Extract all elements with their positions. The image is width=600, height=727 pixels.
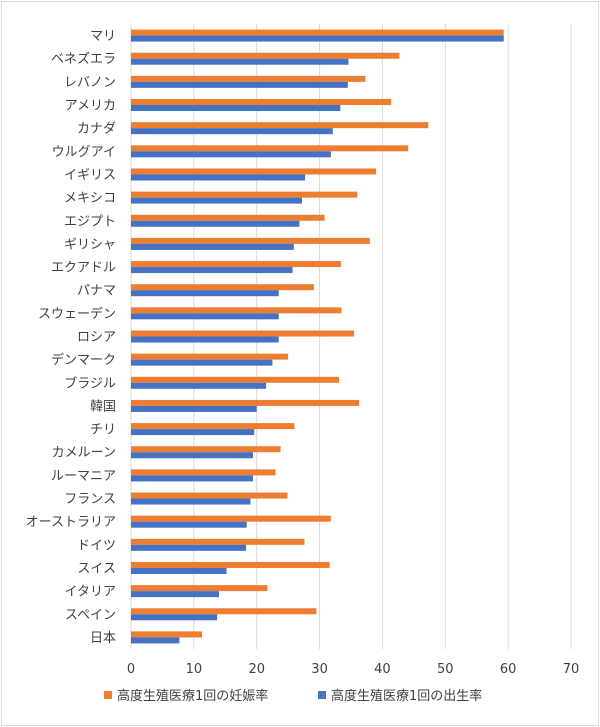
bar-birth	[131, 81, 348, 88]
category-label: 韓国	[90, 399, 116, 414]
bar-birth	[131, 521, 247, 528]
bar-pregnancy	[131, 515, 331, 522]
bars	[131, 29, 504, 644]
bar-pregnancy	[131, 75, 366, 82]
bar-birth	[131, 290, 279, 297]
category-label: マリ	[90, 29, 116, 44]
category-label: アメリカ	[65, 99, 116, 114]
bar-birth	[131, 35, 504, 42]
category-label: スイス	[77, 561, 116, 576]
bar-birth	[131, 105, 341, 112]
bar-birth	[131, 128, 333, 135]
bar-pregnancy	[131, 585, 268, 592]
bar-birth	[131, 58, 349, 65]
x-tick-label: 50	[437, 662, 454, 677]
category-label: ブラジル	[64, 375, 116, 391]
category-label: 日本	[90, 631, 116, 646]
bar-birth	[131, 429, 255, 436]
category-label: スウェーデン	[38, 306, 116, 322]
bar-pregnancy	[131, 492, 288, 499]
category-label: オーストラリア	[26, 515, 116, 530]
bar-pregnancy	[131, 538, 305, 545]
category-label: パナマ	[77, 284, 116, 299]
bar-pregnancy	[131, 29, 504, 36]
bar-pregnancy	[131, 307, 342, 314]
category-label: ドイツ	[77, 538, 116, 553]
category-label: レバノン	[64, 75, 116, 90]
legend-label-pregnancy: 高度生殖医療1回の妊娠率	[117, 688, 268, 704]
bar-pregnancy	[131, 191, 358, 198]
bar-pregnancy	[131, 237, 370, 244]
category-label: カメルーン	[52, 446, 116, 461]
x-tick-label: 0	[127, 662, 135, 677]
legend-swatch-pregnancy	[104, 691, 112, 699]
bar-birth	[131, 614, 218, 621]
bar-pregnancy	[131, 145, 409, 152]
bar-birth	[131, 591, 219, 598]
bar-pregnancy	[131, 446, 281, 453]
bar-birth	[131, 267, 293, 274]
bar-birth	[131, 174, 306, 181]
category-label: イギリス	[64, 168, 116, 183]
bar-pregnancy	[131, 608, 317, 615]
bar-pregnancy	[131, 469, 276, 476]
bar-birth	[131, 220, 300, 227]
legend-swatch-birth	[318, 691, 326, 699]
x-tick-labels: 0 10 20 30 40 50 60 70	[127, 662, 579, 677]
category-label: スペイン	[65, 608, 116, 623]
bar-pregnancy	[131, 214, 325, 221]
bar-pregnancy	[131, 376, 340, 383]
legend: 高度生殖医療1回の妊娠率 高度生殖医療1回の出生率	[104, 688, 482, 704]
bar-pregnancy	[131, 423, 295, 430]
category-label: ギリシャ	[64, 237, 116, 252]
bar-birth	[131, 382, 267, 389]
bar-pregnancy	[131, 399, 360, 406]
x-tick-label: 10	[186, 662, 203, 677]
bar-pregnancy	[131, 353, 289, 360]
category-label: デンマーク	[51, 352, 116, 368]
bar-birth	[131, 452, 253, 459]
bar-pregnancy	[131, 631, 203, 638]
bar-pregnancy	[131, 284, 314, 291]
bar-pregnancy	[131, 561, 330, 568]
bar-pregnancy	[131, 52, 400, 59]
bar-birth	[131, 498, 251, 505]
x-tick-label: 40	[374, 662, 391, 677]
category-label: フランス	[64, 492, 116, 507]
category-label: エジプト	[64, 214, 116, 229]
bar-birth	[131, 151, 331, 158]
category-label: エクアドル	[51, 261, 116, 276]
bar-birth	[131, 475, 253, 482]
x-tick-label: 60	[500, 662, 517, 677]
bar-birth	[131, 359, 273, 366]
category-label: メキシコ	[64, 191, 116, 206]
category-label: ロシア	[77, 330, 116, 345]
category-label: イタリア	[65, 585, 116, 600]
x-tick-label: 70	[563, 662, 580, 677]
bar-pregnancy	[131, 261, 341, 268]
legend-label-birth: 高度生殖医療1回の出生率	[331, 688, 482, 704]
bar-birth	[131, 197, 302, 204]
bar-pregnancy	[131, 99, 392, 106]
bar-birth	[131, 336, 279, 343]
category-label: ルーマニア	[51, 469, 116, 484]
category-label: チリ	[90, 423, 116, 438]
bar-birth	[131, 637, 180, 644]
bar-pregnancy	[131, 122, 429, 129]
bar-pregnancy	[131, 330, 355, 337]
bar-birth	[131, 544, 247, 551]
bar-pregnancy	[131, 168, 377, 175]
category-labels: マリベネズエラレバノンアメリカカナダウルグアイイギリスメキシコエジプトギリシャエ…	[26, 29, 116, 646]
bar-birth	[131, 313, 279, 320]
bar-birth	[131, 567, 227, 574]
category-label: ベネズエラ	[51, 51, 116, 67]
x-tick-label: 30	[311, 662, 328, 677]
category-label: カナダ	[77, 122, 116, 137]
bar-birth	[131, 243, 294, 250]
x-tick-label: 20	[248, 662, 265, 677]
bar-birth	[131, 405, 257, 412]
category-label: ウルグアイ	[52, 145, 116, 160]
